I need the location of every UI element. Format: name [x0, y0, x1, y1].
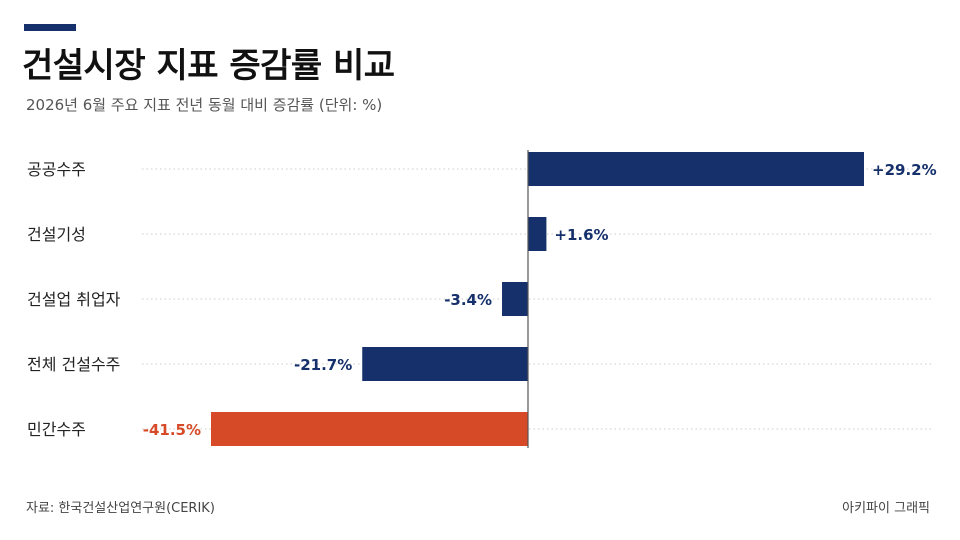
- source-note: 자료: 한국건설산업연구원(CERIK): [26, 501, 215, 516]
- bar: [211, 412, 528, 446]
- bar: [528, 152, 864, 186]
- value-label: -21.7%: [294, 356, 352, 374]
- bar: [362, 347, 528, 381]
- title-accent-bar: [24, 24, 76, 31]
- value-label: -3.4%: [444, 291, 492, 309]
- bar: [502, 282, 528, 316]
- category-label: 민간수주: [27, 420, 86, 439]
- graphic-credit: 아키파이 그래픽: [842, 501, 930, 516]
- value-label: +29.2%: [872, 161, 937, 179]
- chart-title: 건설시장 지표 증감률 비교: [22, 46, 395, 86]
- value-label: -41.5%: [143, 421, 201, 439]
- category-label: 전체 건설수주: [27, 355, 120, 374]
- category-label: 건설기성: [27, 225, 86, 244]
- category-label: 건설업 취업자: [27, 290, 121, 309]
- chart-subtitle: 2026년 6월 주요 지표 전년 동월 대비 증감률 (단위: %): [26, 96, 383, 114]
- value-label: +1.6%: [554, 226, 608, 244]
- category-label: 공공수주: [27, 160, 86, 179]
- bar: [528, 217, 547, 251]
